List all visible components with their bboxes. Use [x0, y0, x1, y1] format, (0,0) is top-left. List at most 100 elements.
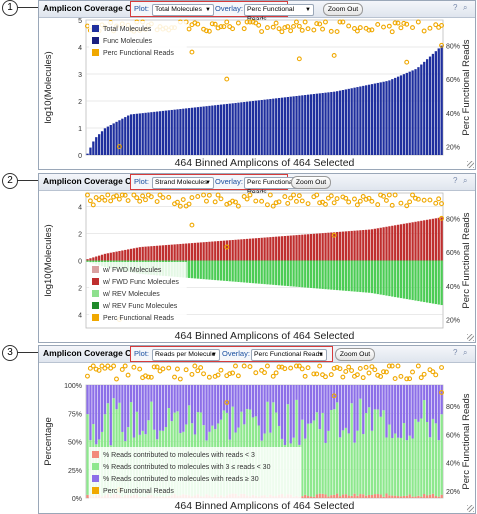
perc-functional-point	[288, 195, 294, 201]
search-icon[interactable]: ⌕	[463, 176, 468, 185]
perc-functional-point	[247, 19, 253, 25]
total-molecules-bar	[211, 105, 214, 155]
rev-molecules-bar	[327, 260, 330, 290]
perc-functional-point	[404, 203, 410, 209]
total-molecules-bar	[318, 93, 321, 155]
reads-ge30-bar	[420, 385, 423, 419]
help-icon[interactable]: ?	[453, 348, 458, 357]
reads-ge30-bar	[315, 385, 318, 413]
reads-lt3-bar	[344, 494, 348, 498]
total-molecules-bar	[399, 75, 403, 155]
perc-functional-point	[439, 365, 444, 370]
reads-ge30-bar	[121, 385, 124, 432]
zoom-out-button[interactable]: Zoom Out	[323, 3, 363, 16]
overlay-select[interactable]: Perc Functional Reads ▼	[244, 4, 314, 23]
search-icon[interactable]: ⌕	[463, 348, 468, 357]
perc-functional-point	[352, 26, 357, 31]
x-axis-label: 464 Binned Amplicons of 464 Selected	[175, 157, 355, 168]
reads-ge30-bar	[106, 385, 110, 404]
perc-functional-point	[407, 376, 413, 382]
reads-ge30-bar	[225, 385, 229, 413]
y-tick-label: 2	[78, 232, 82, 239]
plot-select[interactable]: Total Molecules ▼	[152, 4, 214, 16]
reads-3-to-30-bar	[330, 410, 333, 496]
resize-grip-icon[interactable]	[467, 505, 474, 512]
rev-molecules-bar	[394, 260, 397, 298]
rev-molecules-bar	[208, 260, 211, 280]
resize-grip-icon[interactable]	[467, 334, 474, 341]
zoom-out-button[interactable]: Zoom Out	[291, 176, 331, 189]
reads-ge30-bar	[234, 385, 237, 433]
reads-lt3-bar	[324, 494, 327, 498]
reads-lt3-bar	[440, 494, 443, 498]
perc-functional-point	[331, 365, 337, 371]
perc-functional-point	[244, 19, 250, 25]
perc-functional-point	[174, 366, 180, 372]
fwd-molecules-bar	[112, 252, 115, 261]
zoom-out-button[interactable]: Zoom Out	[335, 348, 375, 361]
total-molecules-bar	[344, 89, 348, 155]
fwd-molecules-bar	[266, 237, 269, 261]
help-icon[interactable]: ?	[453, 3, 458, 12]
reads-ge30-bar	[132, 385, 136, 438]
reads-ge30-bar	[211, 385, 214, 426]
perc-functional-point	[198, 365, 204, 371]
reads-ge30-bar	[231, 385, 234, 407]
perc-functional-point	[357, 198, 363, 204]
y2-tick-label: 40%	[446, 284, 460, 291]
perc-functional-point	[145, 374, 151, 380]
search-icon[interactable]: ⌕	[463, 3, 468, 12]
perc-functional-point	[212, 199, 218, 205]
fwd-molecules-bar	[417, 221, 420, 261]
reads-lt3-bar	[431, 493, 435, 498]
perc-functional-point	[433, 200, 439, 206]
reads-lt3-bar	[367, 494, 371, 498]
perc-functional-point	[218, 24, 224, 30]
help-icon[interactable]: ?	[453, 176, 458, 185]
perc-functional-point	[134, 195, 140, 201]
reads-lt3-bar	[411, 496, 414, 498]
reads-ge30-bar	[196, 385, 199, 413]
overlay-select[interactable]: Perc Functional Reads ▼	[251, 349, 327, 361]
plot-select[interactable]: Strand Molecules ▼	[152, 177, 214, 189]
perc-functional-point	[85, 192, 90, 198]
fwd-molecules-bar	[132, 248, 136, 261]
reads-lt3-bar	[338, 496, 342, 498]
plot-select[interactable]: Reads per Molecule ▼	[152, 349, 220, 361]
panel-title-bar: Amplicon Coverage Chart Plot: Reads per …	[39, 346, 475, 363]
y2-tick-label: 80%	[446, 216, 460, 223]
reads-lt3-bar	[356, 495, 359, 498]
total-molecules-bar	[222, 104, 226, 155]
total-molecules-bar	[338, 90, 342, 155]
y2-tick-label: 60%	[446, 432, 460, 439]
perc-functional-point	[398, 373, 404, 379]
chart-panel-2: 4 2 0 2 4 20% 40% 60% 80% 464 Binned Amplicons of…	[43, 192, 472, 341]
total-molecules-bar	[289, 96, 292, 155]
perc-functional-point	[90, 363, 96, 369]
amplicon-coverage-panel-3: Amplicon Coverage Chart Plot: Reads per …	[38, 345, 476, 514]
reads-ge30-bar	[228, 385, 231, 440]
reads-ge30-bar	[356, 385, 359, 431]
fwd-molecules-bar	[272, 236, 275, 261]
total-molecules-bar	[301, 95, 304, 155]
reads-ge30-bar	[92, 385, 95, 424]
fwd-molecules-bar	[115, 251, 118, 261]
perc-functional-point	[230, 198, 236, 204]
reads-ge30-bar	[266, 385, 269, 402]
resize-grip-icon[interactable]	[467, 161, 474, 168]
reads-lt3-bar	[321, 493, 324, 498]
perc-functional-point	[293, 19, 299, 25]
reads-ge30-bar	[388, 385, 391, 425]
rev-molecules-bar	[272, 260, 275, 285]
total-molecules-bar	[324, 92, 327, 155]
reads-ge30-bar	[277, 385, 281, 426]
total-molecules-bar	[417, 67, 420, 155]
reads-ge30-bar	[373, 385, 377, 410]
fwd-molecules-bar	[315, 233, 318, 261]
perc-functional-point	[122, 363, 128, 369]
rev-molecules-bar	[350, 260, 353, 292]
reads-ge30-bar	[240, 385, 243, 412]
perc-functional-point	[392, 20, 398, 26]
legend-label: Perc Functional Reads	[103, 488, 174, 495]
reads-ge30-bar	[170, 385, 173, 422]
